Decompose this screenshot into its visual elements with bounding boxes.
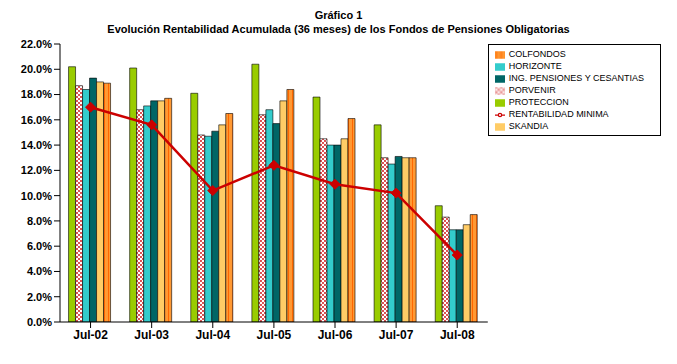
svg-text:14.0%: 14.0% [21,139,52,151]
svg-text:12.0%: 12.0% [21,164,52,176]
html-text:Evolución Rentabilidad Acumula: Evolución Rentabilidad Acumulada (36 mes… [107,23,570,35]
html-text:PROTECCION: PROTECCION [508,97,569,107]
svg-text:Jul-05: Jul-05 [257,328,292,342]
html-text:COLFONDOS: COLFONDOS [508,49,566,59]
svg-text:4.0%: 4.0% [27,265,52,277]
svg-text:6.0%: 6.0% [27,240,52,252]
svg-text:Jul-04: Jul-04 [195,328,230,342]
svg-text:16.0%: 16.0% [21,114,52,126]
svg-text:2.0%: 2.0% [27,291,52,303]
svg-text:Jul-07: Jul-07 [379,328,414,342]
html-text:ING. PENSIONES Y CESANTIAS: ING. PENSIONES Y CESANTIAS [508,73,644,83]
svg-text:18.0%: 18.0% [21,88,52,100]
html-text:Gráfico 1: Gráfico 1 [314,9,363,21]
svg-text:20.0%: 20.0% [21,63,52,75]
html-text:PORVENIR: PORVENIR [508,85,556,95]
svg-text:0.0%: 0.0% [27,316,52,328]
svg-text:Jul-02: Jul-02 [73,328,108,342]
svg-text:Jul-03: Jul-03 [134,328,169,342]
html-text:HORIZONTE: HORIZONTE [508,61,562,71]
svg-text:22.0%: 22.0% [21,38,52,50]
svg-text:Jul-06: Jul-06 [318,328,353,342]
html-text:SKANDIA: SKANDIA [508,121,549,131]
svg-text:10.0%: 10.0% [21,190,52,202]
svg-text:8.0%: 8.0% [27,215,52,227]
html-text:RENTABILIDAD MINIMA: RENTABILIDAD MINIMA [508,109,609,119]
svg-text:Jul-08: Jul-08 [440,328,475,342]
